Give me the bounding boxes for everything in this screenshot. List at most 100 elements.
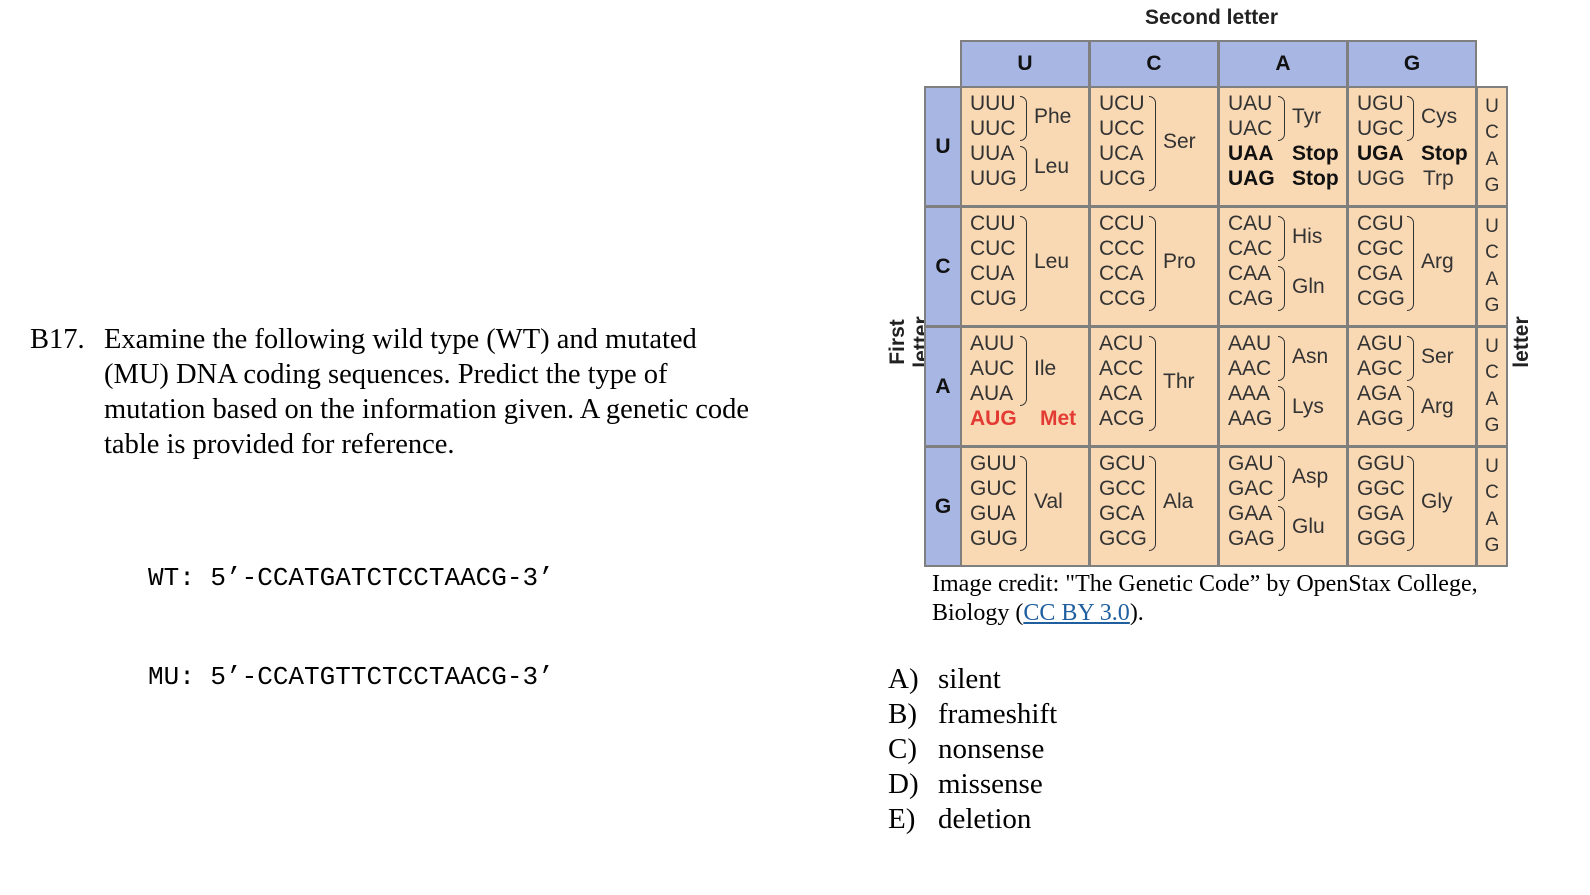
stop-codon-label: Stop [1292,142,1339,165]
choice-text: silent [938,663,1001,695]
codon-cell-gg: GGU GGC GGA GGG Gly [1347,446,1477,567]
amino-acid-label: Leu [1034,249,1070,273]
choice-text: missense [938,768,1043,800]
codon-group-brace [1278,216,1285,261]
mu-sequence-line: MU: 5’-CCATGTTCTCCTAACG-3’ [148,661,554,694]
start-codon-label: Met [1040,407,1077,430]
codon: CCC [1099,237,1145,260]
codon-group-brace [1020,216,1027,311]
codon: AUC [970,357,1015,380]
choice-letter: A) [888,663,919,695]
image-credit: Image credit: "The Genetic Code” by Open… [932,570,1532,628]
third-letter: U [1485,336,1499,358]
mu-label: MU: [148,662,195,692]
codon-cell-aa: AAU AAC AAA AAG Asn Lys [1218,326,1348,447]
third-letter: G [1484,294,1500,316]
codon: UUC [970,117,1016,140]
codon-cell-ua: UAU UAC UAA UAG Tyr Stop Stop [1218,86,1348,207]
codon: AUU [970,332,1015,355]
codon-group-brace [1278,266,1285,311]
answer-choices: A) silent B) frameshift C) nonsense D) misse… [888,662,1057,837]
codon-group-brace [1278,456,1285,501]
codon-cell-ac: ACU ACC ACA ACG Thr [1089,326,1219,447]
codon: GGA [1357,502,1404,525]
codon: GCC [1099,477,1146,500]
row-header-a: A [924,326,962,447]
codon-cell-cg: CGU CGC CGA CGG Arg [1347,206,1477,327]
choice-d[interactable]: D) missense [888,767,1057,802]
codon: UGG [1357,167,1405,190]
codon: AGU [1357,332,1403,355]
third-letter: G [1484,534,1500,556]
codon-cell-cu: CUU CUC CUA CUG Leu [960,206,1090,327]
codon: CGA [1357,262,1403,285]
amino-acid-label: Phe [1034,104,1072,128]
column-header-g: G [1347,40,1477,88]
codon-cell-ca: CAU CAC CAA CAG His Gln [1218,206,1348,327]
third-letter: G [1484,414,1500,436]
choice-b[interactable]: B) frameshift [888,697,1057,732]
third-letter: C [1485,482,1499,504]
codon: GCU [1099,452,1146,475]
amino-acid-label: Lys [1292,394,1324,418]
amino-acid-label: Tyr [1292,104,1322,128]
codon: CAU [1228,212,1273,235]
codon: CUC [970,237,1016,260]
codon: GUC [970,477,1017,500]
codon-cell-ug: UGU UGC UGA UGG Cys Stop Trp [1347,86,1477,207]
codon: UGU [1357,92,1404,115]
mu-sequence: 5’-CCATGTTCTCCTAACG-3’ [210,662,554,692]
amino-acid-label: Cys [1421,104,1458,128]
codon: GAG [1228,527,1275,550]
row-header-u: U [924,86,962,207]
codon: AAC [1228,357,1272,380]
genetic-code-table: Second letter First letter Third letter … [886,0,1540,575]
third-letter: C [1485,362,1499,384]
sequence-block: WT: 5’-CCATGATCTCCTAACG-3’ MU: 5’-CCATGT… [148,496,554,727]
codon-group-brace [1020,336,1027,406]
choice-c[interactable]: C) nonsense [888,732,1057,767]
codon: AGA [1357,382,1402,405]
codon-group-brace [1149,96,1156,191]
codon: UAU [1228,92,1273,115]
codon: GAC [1228,477,1274,500]
codon: GUG [970,527,1018,550]
codon-cell-uu: UUU UUC UUA UUG Phe Leu [960,86,1090,207]
amino-acid-label: Gly [1421,489,1453,513]
codon: ACC [1099,357,1144,380]
codon: GCG [1099,527,1147,550]
codon: GAU [1228,452,1274,475]
column-header-a: A [1218,40,1348,88]
codon-group-brace [1407,96,1414,141]
third-letter: U [1485,216,1499,238]
codon-cell-ag: AGU AGC AGA AGG Ser Arg [1347,326,1477,447]
amino-acid-label: Ser [1163,129,1196,153]
codon-group-brace [1278,336,1285,381]
choice-e[interactable]: E) deletion [888,802,1057,837]
codon-cell-uc: UCU UCC UCA UCG Ser [1089,86,1219,207]
third-letter: A [1485,268,1499,290]
choice-a[interactable]: A) silent [888,662,1057,697]
stop-codon-label: Stop [1292,167,1339,190]
choice-letter: C) [888,733,917,765]
license-link[interactable]: CC BY 3.0 [1023,600,1130,626]
amino-acid-label: Asp [1292,464,1329,488]
choice-text: deletion [938,803,1032,835]
codon: ACU [1099,332,1144,355]
codon: AAA [1228,382,1271,405]
codon: CAC [1228,237,1273,260]
codon: UCA [1099,142,1144,165]
second-letter-title: Second letter [1145,6,1279,29]
codon-group-brace [1278,386,1285,431]
codon: CAA [1228,262,1272,285]
amino-acid-label: Ala [1163,489,1194,513]
codon-group-brace [1407,456,1414,551]
codon: AUG [970,407,1017,430]
wt-sequence-line: WT: 5’-CCATGATCTCCTAACG-3’ [148,562,554,595]
third-letter: A [1485,148,1499,170]
codon: UAG [1228,167,1275,190]
third-letter: C [1485,122,1499,144]
